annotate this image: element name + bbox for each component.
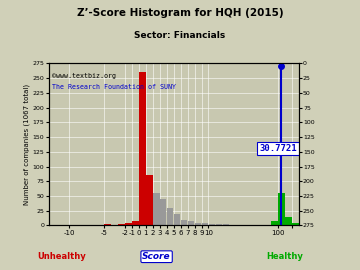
Bar [285,217,292,225]
Bar [292,222,298,225]
Bar [195,222,201,225]
Bar [125,222,132,225]
Bar [202,223,208,225]
Bar [139,72,146,225]
Bar [132,221,139,225]
Text: Z’-Score Histogram for HQH (2015): Z’-Score Histogram for HQH (2015) [77,8,283,18]
Bar [104,224,111,225]
Text: Score: Score [142,252,171,261]
Text: Healthy: Healthy [266,252,303,261]
Y-axis label: Number of companies (1067 total): Number of companies (1067 total) [23,84,30,205]
Bar [118,224,125,225]
Bar [174,214,180,225]
Text: The Research Foundation of SUNY: The Research Foundation of SUNY [52,84,176,90]
Bar [278,193,285,225]
Text: 30.7721: 30.7721 [259,144,297,153]
Bar [271,221,278,225]
Bar [188,221,194,225]
Text: Unhealthy: Unhealthy [37,252,86,261]
Bar [216,224,222,225]
Bar [222,224,229,225]
Bar [167,208,174,225]
Bar [153,193,159,225]
Text: Sector: Financials: Sector: Financials [134,31,226,40]
FancyBboxPatch shape [257,142,299,155]
Bar [160,199,166,225]
Bar [209,224,215,225]
Bar [146,176,153,225]
Bar [181,220,187,225]
Text: ©www.textbiz.org: ©www.textbiz.org [52,73,116,79]
